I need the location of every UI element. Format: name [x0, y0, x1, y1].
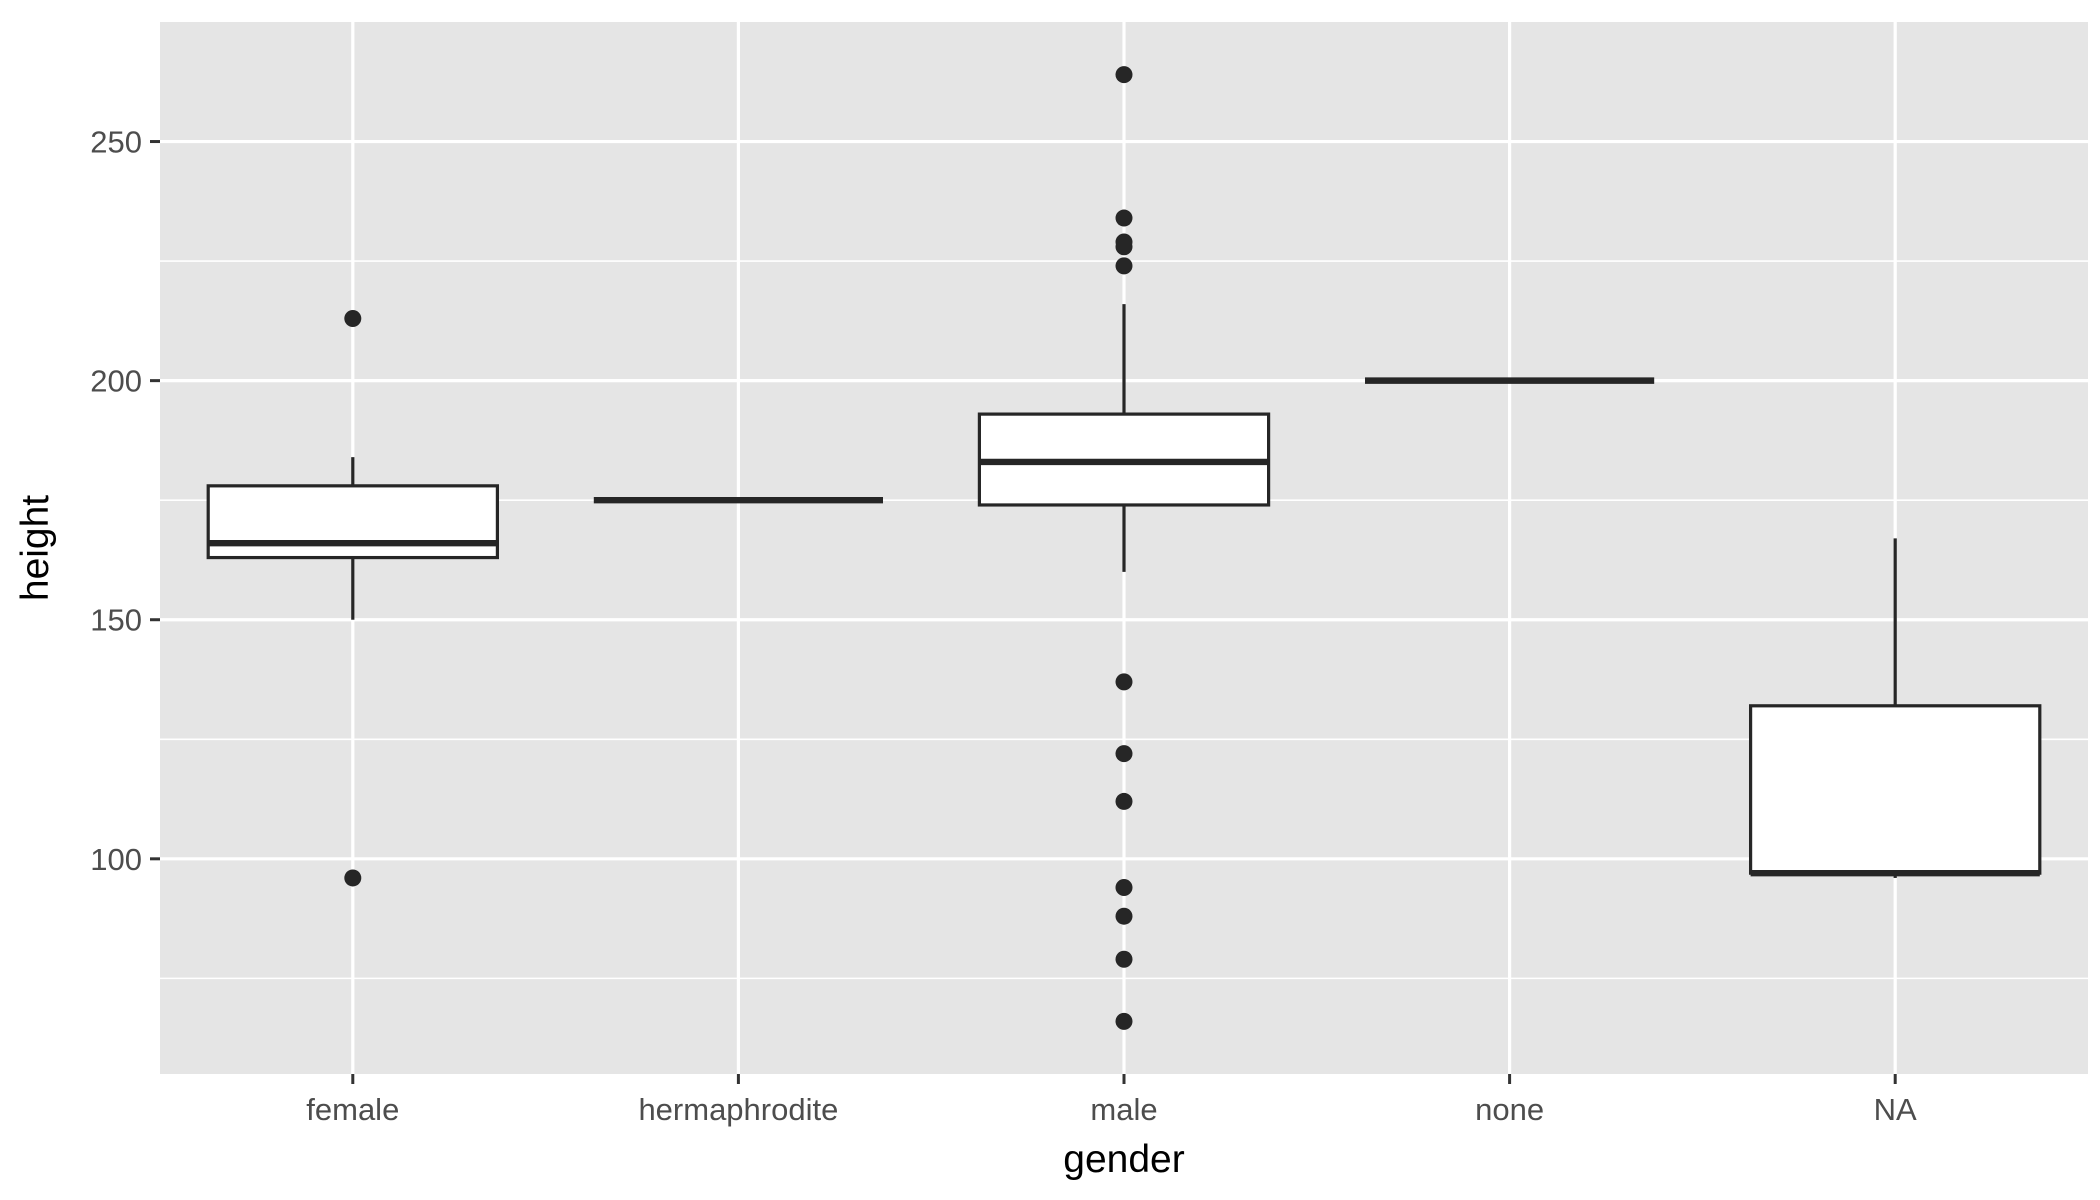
outlier-point — [1115, 238, 1133, 256]
y-tick-label: 250 — [90, 125, 142, 160]
box-iqr — [206, 484, 500, 560]
outlier-point — [344, 309, 362, 327]
outlier-point — [1115, 1012, 1133, 1030]
y-axis: 100 150 200 250 — [90, 125, 160, 877]
y-tick-label: 200 — [90, 364, 142, 399]
x-tick-label: none — [1475, 1092, 1544, 1127]
x-tick-label: male — [1090, 1092, 1157, 1127]
outlier-point — [1115, 673, 1133, 691]
outlier-point — [1115, 257, 1133, 275]
outlier-point — [1115, 950, 1133, 968]
box-female — [206, 309, 500, 887]
y-tick-label: 100 — [90, 842, 142, 877]
box-series — [206, 66, 2042, 1030]
outlier-point — [1115, 879, 1133, 897]
y-axis-title: height — [14, 495, 57, 601]
box-iqr — [1748, 704, 2042, 875]
outlier-point — [1115, 745, 1133, 763]
box-male — [977, 66, 1271, 1030]
outlier-point — [344, 869, 362, 887]
x-tick-label: female — [306, 1092, 399, 1127]
x-tick-label: hermaphrodite — [638, 1092, 838, 1127]
outlier-point — [1115, 792, 1133, 810]
x-axis-title: gender — [1063, 1138, 1184, 1181]
x-axis: female hermaphrodite male none NA — [306, 1074, 1917, 1127]
outlier-point — [1115, 66, 1133, 84]
y-tick-label: 150 — [90, 603, 142, 638]
outlier-point — [1115, 209, 1133, 227]
box-na — [1748, 538, 2042, 878]
outlier-point — [1115, 907, 1133, 925]
x-tick-label: NA — [1874, 1092, 1917, 1127]
